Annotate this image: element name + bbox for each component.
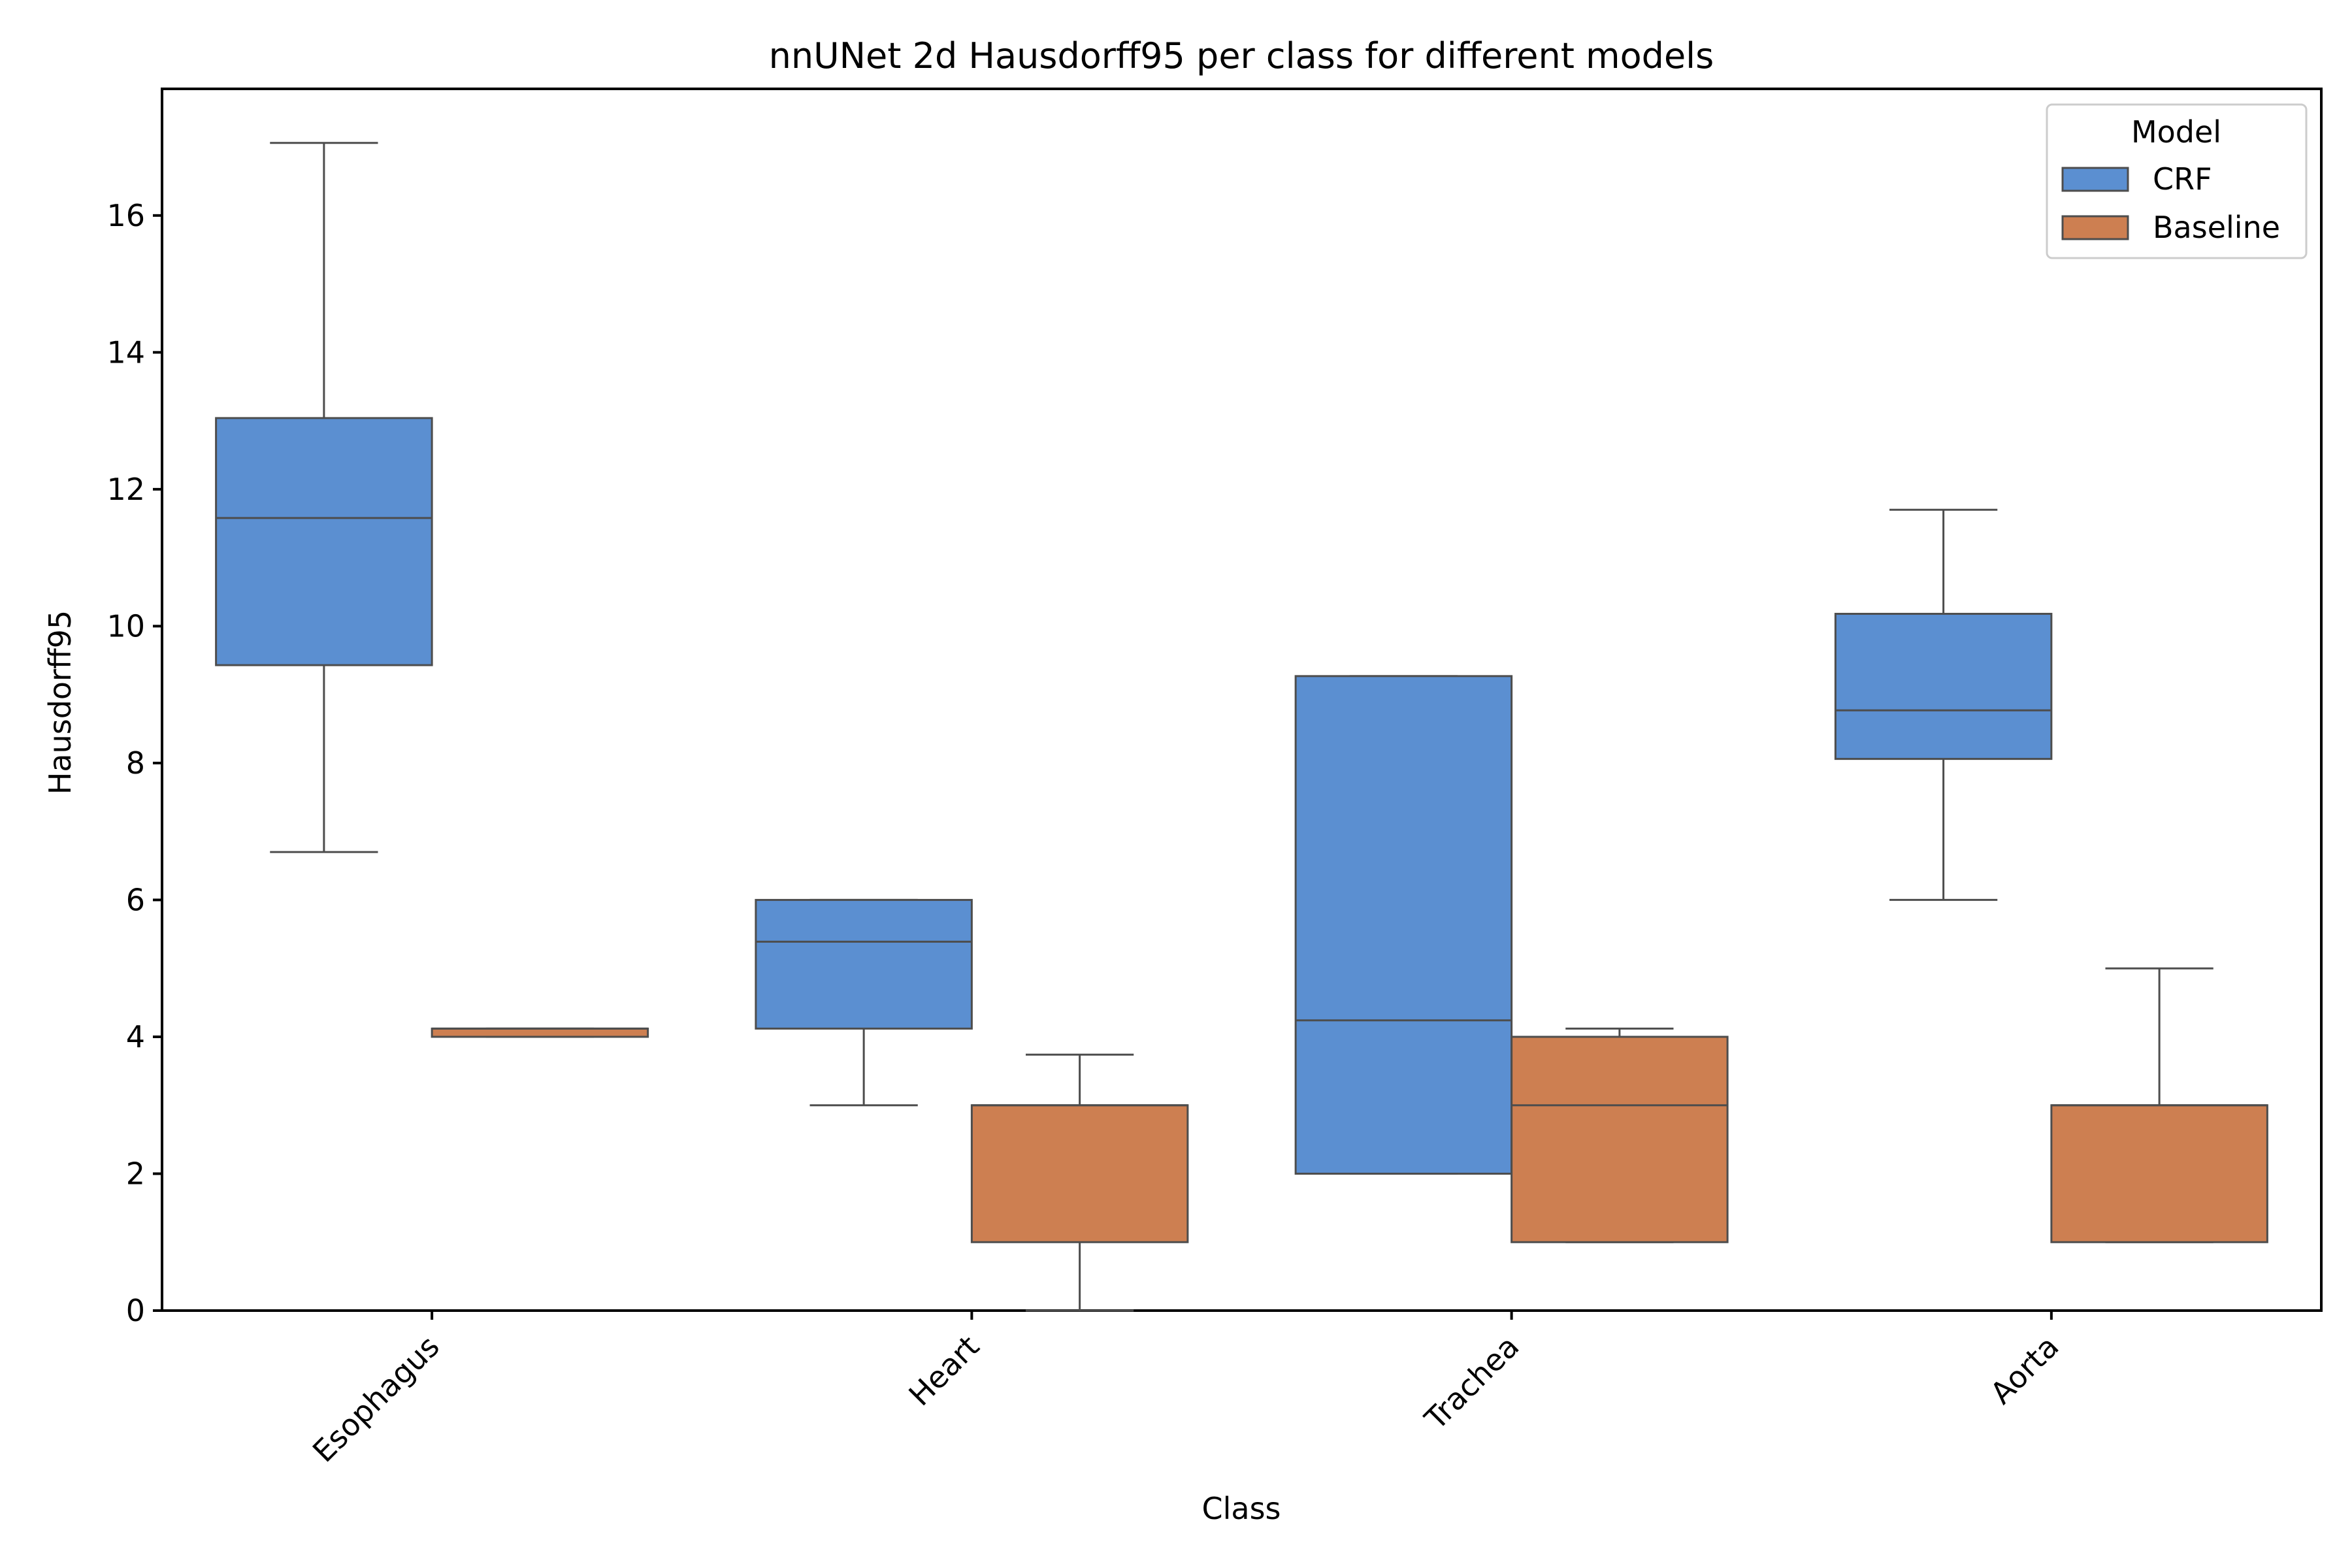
- y-tick-label: 0: [126, 1293, 145, 1328]
- box-baseline-heart: [970, 1053, 1189, 1312]
- box-baseline-trachea: [1511, 1027, 1729, 1243]
- y-tick-label: 2: [126, 1156, 145, 1191]
- x-axis-label: Class: [1201, 1491, 1281, 1526]
- legend: Model CRF Baseline: [2046, 103, 2308, 259]
- box-baseline-aorta: [2050, 967, 2268, 1243]
- box-body: [970, 1104, 1189, 1243]
- y-axis-label: Hausdorff95: [42, 610, 78, 794]
- box-body: [1294, 675, 1513, 1175]
- box-body: [431, 1027, 649, 1038]
- box-crf-heart: [755, 898, 973, 1107]
- box-body: [2050, 1104, 2268, 1243]
- y-tick-label: 6: [126, 882, 145, 917]
- legend-label-crf: CRF: [2153, 161, 2212, 197]
- legend-label-baseline: Baseline: [2153, 210, 2280, 245]
- box-baseline-esophagus: [431, 1027, 649, 1038]
- box-body: [1511, 1036, 1729, 1243]
- box-body: [215, 417, 433, 666]
- chart-title: nnUNet 2d Hausdorff95 per class for diff…: [769, 35, 1714, 76]
- legend-swatch-crf: [2061, 167, 2129, 192]
- y-tick-label: 14: [106, 335, 145, 370]
- box-crf-aorta: [1834, 508, 2053, 901]
- box-body: [1834, 613, 2053, 760]
- y-tick-label: 12: [106, 472, 145, 507]
- y-tick-label: 16: [106, 198, 145, 233]
- legend-swatch-baseline: [2061, 215, 2129, 240]
- y-axis: 0 2 4 6 8 10 12 14 16: [106, 198, 162, 1328]
- y-tick-label: 8: [126, 745, 145, 781]
- y-tick-label: 4: [126, 1019, 145, 1054]
- box-crf-esophagus: [215, 142, 433, 853]
- box-crf-trachea: [1294, 675, 1513, 1175]
- legend-title: Model: [2131, 114, 2221, 150]
- plot-area: [161, 88, 2323, 1312]
- plot-frame: [161, 88, 2323, 1312]
- y-tick-label: 10: [106, 608, 145, 644]
- box-series-group: [215, 142, 2268, 1312]
- box-body: [755, 898, 973, 1030]
